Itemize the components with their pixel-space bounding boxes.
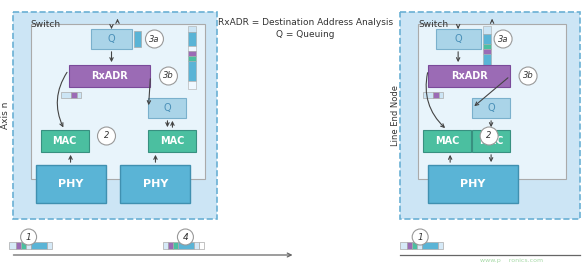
Text: Q: Q bbox=[164, 103, 171, 113]
Text: Q: Q bbox=[487, 103, 495, 113]
Bar bbox=[436, 29, 481, 49]
Bar bbox=[21, 242, 26, 249]
Circle shape bbox=[97, 127, 116, 145]
Text: RxADR: RxADR bbox=[91, 71, 128, 81]
Bar bbox=[418, 24, 566, 179]
Bar bbox=[31, 24, 205, 179]
Bar bbox=[188, 81, 197, 89]
Circle shape bbox=[494, 30, 512, 48]
Bar bbox=[188, 51, 197, 56]
Text: Q = Queuing: Q = Queuing bbox=[276, 30, 335, 39]
Bar bbox=[12, 12, 217, 219]
Bar bbox=[31, 242, 46, 249]
Circle shape bbox=[480, 127, 498, 145]
Text: Q: Q bbox=[107, 34, 115, 44]
Text: Switch: Switch bbox=[31, 20, 60, 29]
Bar bbox=[188, 32, 197, 46]
Text: PHY: PHY bbox=[58, 179, 83, 189]
Bar bbox=[36, 165, 106, 203]
Text: www.p    ronics.com: www.p ronics.com bbox=[480, 258, 543, 263]
Bar bbox=[433, 92, 439, 98]
Text: MAC: MAC bbox=[435, 136, 460, 146]
Text: Axis n: Axis n bbox=[1, 101, 10, 129]
Text: 3a: 3a bbox=[498, 35, 508, 43]
Bar bbox=[407, 242, 412, 249]
Bar bbox=[417, 242, 422, 249]
Bar bbox=[423, 130, 471, 152]
Text: RxADR: RxADR bbox=[451, 71, 487, 81]
Circle shape bbox=[412, 229, 428, 245]
Bar bbox=[483, 54, 491, 69]
Bar bbox=[188, 46, 197, 51]
Bar bbox=[163, 242, 168, 249]
Text: PHY: PHY bbox=[143, 179, 168, 189]
Bar bbox=[70, 92, 76, 98]
Bar bbox=[69, 65, 150, 87]
Bar bbox=[168, 242, 173, 249]
Bar bbox=[428, 165, 518, 203]
Bar bbox=[472, 98, 510, 118]
Bar bbox=[483, 26, 491, 34]
Bar bbox=[26, 242, 31, 249]
Bar bbox=[9, 242, 16, 249]
Circle shape bbox=[146, 30, 163, 48]
Bar bbox=[438, 242, 443, 249]
Text: MAC: MAC bbox=[52, 136, 77, 146]
Bar bbox=[188, 56, 197, 61]
Bar bbox=[400, 12, 580, 219]
Bar bbox=[60, 92, 70, 98]
Bar bbox=[173, 242, 178, 249]
Text: 3b: 3b bbox=[522, 72, 534, 80]
Text: 1: 1 bbox=[26, 232, 32, 241]
Bar bbox=[46, 242, 52, 249]
Bar bbox=[412, 242, 417, 249]
Text: PHY: PHY bbox=[460, 179, 486, 189]
Bar bbox=[41, 130, 89, 152]
Circle shape bbox=[21, 229, 36, 245]
Bar bbox=[120, 165, 190, 203]
Text: 2: 2 bbox=[487, 131, 492, 140]
Text: 3a: 3a bbox=[149, 35, 160, 43]
Text: MAC: MAC bbox=[160, 136, 185, 146]
Text: Line End Node: Line End Node bbox=[391, 85, 400, 146]
Bar bbox=[472, 130, 510, 152]
Bar bbox=[188, 61, 197, 81]
Text: 1: 1 bbox=[417, 232, 423, 241]
Bar bbox=[149, 98, 187, 118]
Bar bbox=[90, 29, 133, 49]
Bar bbox=[483, 49, 491, 54]
Text: 3b: 3b bbox=[163, 72, 174, 80]
Bar bbox=[400, 242, 407, 249]
Bar bbox=[483, 34, 491, 44]
Bar bbox=[188, 26, 197, 32]
Circle shape bbox=[519, 67, 537, 85]
Bar bbox=[134, 31, 141, 47]
Text: Switch: Switch bbox=[418, 20, 448, 29]
Bar bbox=[422, 242, 438, 249]
Bar bbox=[178, 242, 194, 249]
Circle shape bbox=[160, 67, 177, 85]
Bar bbox=[194, 242, 200, 249]
Bar bbox=[16, 242, 21, 249]
Bar bbox=[200, 242, 204, 249]
Bar bbox=[483, 69, 491, 77]
Text: 2: 2 bbox=[104, 131, 109, 140]
Bar bbox=[149, 130, 197, 152]
Text: MAC: MAC bbox=[479, 136, 503, 146]
Text: 4: 4 bbox=[183, 232, 188, 241]
Bar bbox=[439, 92, 443, 98]
Bar bbox=[428, 65, 510, 87]
Text: Q: Q bbox=[454, 34, 462, 44]
Bar bbox=[423, 92, 433, 98]
Bar bbox=[483, 44, 491, 49]
Bar bbox=[76, 92, 80, 98]
Circle shape bbox=[177, 229, 194, 245]
Text: RxADR = Destination Address Analysis: RxADR = Destination Address Analysis bbox=[218, 18, 393, 27]
